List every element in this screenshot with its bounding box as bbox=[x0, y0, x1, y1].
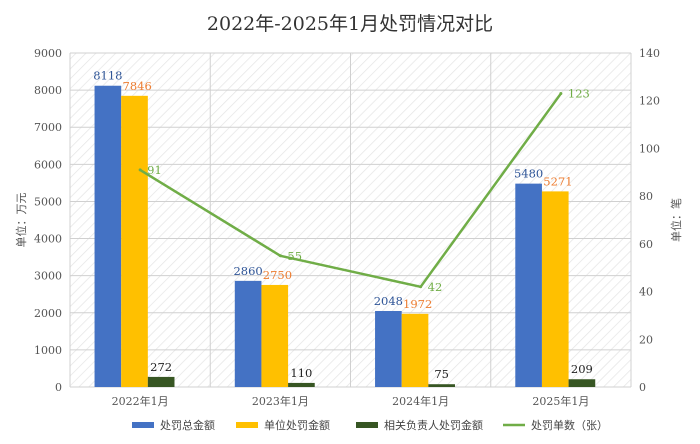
y-right-tick-label: 60 bbox=[639, 238, 653, 251]
legend: 处罚总金额 单位处罚金额 相关负责人处罚金额 处罚单数（张） bbox=[132, 418, 608, 432]
bar-data-label: 8118 bbox=[93, 69, 122, 83]
legend-label: 处罚单数（张） bbox=[531, 419, 608, 432]
line-point bbox=[559, 92, 563, 96]
bar-data-label: 2048 bbox=[374, 294, 403, 308]
y-right-axis-title: 单位：笔 bbox=[669, 198, 683, 242]
bar-data-label: 7846 bbox=[123, 79, 152, 93]
bar-data-label: 1972 bbox=[403, 297, 432, 311]
bar bbox=[568, 379, 596, 387]
bar bbox=[94, 85, 122, 388]
legend-swatch bbox=[132, 422, 154, 428]
y-right-tick-label: 140 bbox=[639, 47, 660, 60]
line-data-label: 42 bbox=[428, 280, 443, 294]
y-right-tick-label: 100 bbox=[639, 142, 660, 155]
line-data-label: 123 bbox=[568, 87, 590, 101]
bar-data-label: 75 bbox=[434, 367, 449, 381]
bar-data-label: 5271 bbox=[543, 174, 572, 188]
bar-data-label: 2860 bbox=[233, 264, 262, 278]
y-left-tick-label: 9000 bbox=[34, 47, 62, 60]
line-data-label: 91 bbox=[147, 163, 162, 177]
y-right-tick-label: 40 bbox=[639, 286, 653, 299]
bar bbox=[541, 191, 569, 387]
legend-label: 处罚总金额 bbox=[160, 418, 215, 432]
x-category-label: 2023年1月 bbox=[252, 394, 309, 408]
x-category-label: 2022年1月 bbox=[112, 394, 169, 408]
legend-swatch bbox=[236, 422, 258, 428]
line-series bbox=[138, 92, 563, 289]
y-left-tick-label: 8000 bbox=[34, 84, 62, 97]
axes: 0 1000 2000 3000 4000 5000 6000 7000 8000 9000 0 20… bbox=[14, 47, 683, 408]
bar bbox=[428, 384, 455, 387]
line-point bbox=[278, 254, 282, 258]
bar bbox=[375, 310, 402, 387]
line-series-path bbox=[139, 92, 562, 289]
bar bbox=[147, 376, 175, 387]
bar bbox=[261, 284, 289, 387]
bar bbox=[401, 313, 429, 387]
legend-label: 单位处罚金额 bbox=[264, 418, 330, 432]
y-left-tick-label: 6000 bbox=[34, 158, 62, 171]
y-left-tick-label: 2000 bbox=[34, 307, 62, 320]
bar-data-label: 5480 bbox=[514, 167, 543, 181]
bars bbox=[94, 85, 596, 388]
chart-title: 2022年-2025年1月处罚情况对比 bbox=[207, 13, 493, 35]
bar-data-label: 2750 bbox=[263, 268, 292, 282]
x-category-label: 2024年1月 bbox=[392, 394, 449, 408]
bar bbox=[288, 382, 315, 387]
bar bbox=[234, 280, 262, 387]
bar-data-label: 110 bbox=[290, 366, 312, 380]
bar-data-label: 272 bbox=[150, 360, 172, 374]
line-point bbox=[138, 168, 142, 172]
y-left-axis-title: 单位：万元 bbox=[14, 193, 28, 248]
y-right-tick-label: 120 bbox=[639, 95, 660, 108]
y-left-tick-label: 4000 bbox=[34, 233, 62, 246]
y-left-tick-label: 7000 bbox=[34, 121, 62, 134]
y-right-tick-label: 20 bbox=[639, 333, 653, 346]
bar-data-label: 209 bbox=[571, 362, 593, 376]
x-category-label: 2025年1月 bbox=[532, 394, 589, 408]
y-left-tick-label: 1000 bbox=[34, 344, 62, 357]
y-left-tick-label: 0 bbox=[55, 381, 62, 394]
line-data-label: 55 bbox=[287, 249, 302, 263]
line-point bbox=[419, 285, 423, 289]
y-left-tick-label: 3000 bbox=[34, 270, 62, 283]
bar bbox=[515, 183, 542, 387]
y-right-tick-label: 0 bbox=[639, 381, 646, 394]
legend-swatch bbox=[356, 422, 378, 428]
bar bbox=[121, 95, 148, 387]
y-right-tick-label: 80 bbox=[639, 190, 653, 203]
legend-label: 相关负责人处罚金额 bbox=[384, 418, 483, 432]
y-left-tick-label: 5000 bbox=[34, 195, 62, 208]
